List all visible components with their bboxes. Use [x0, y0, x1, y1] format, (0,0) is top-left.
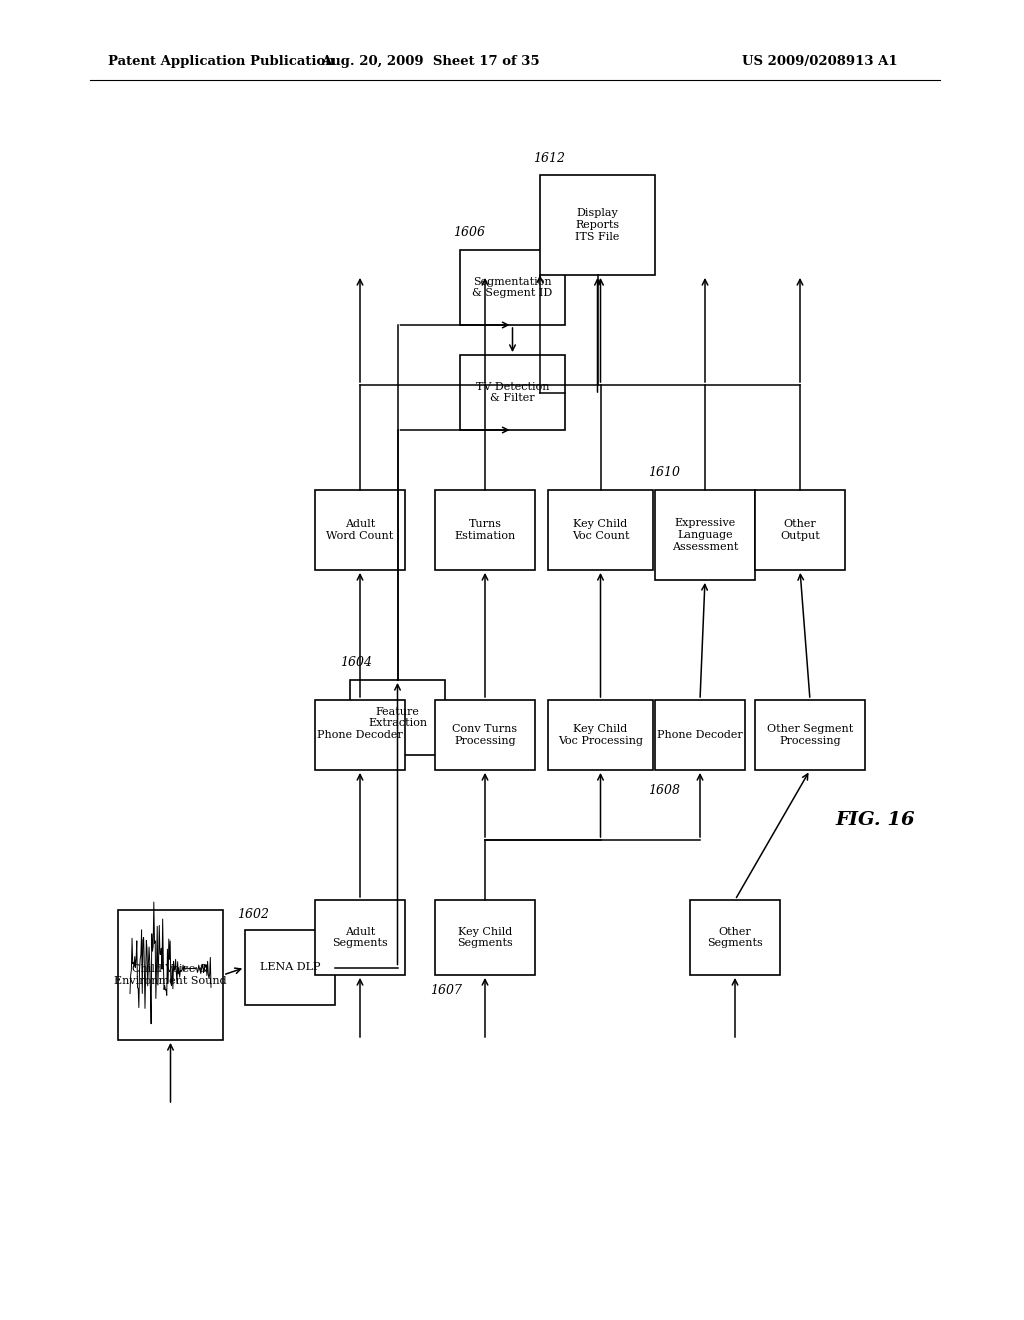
Text: Key Child
Voc Count: Key Child Voc Count	[571, 519, 630, 541]
Text: Other
Segments: Other Segments	[708, 927, 763, 948]
Text: TV Detection
& Filter: TV Detection & Filter	[476, 381, 549, 404]
Text: Conv Turns
Processing: Conv Turns Processing	[453, 725, 517, 746]
Text: Other
Output: Other Output	[780, 519, 820, 541]
Text: Adult
Segments: Adult Segments	[332, 927, 388, 948]
Text: Phone Decoder: Phone Decoder	[317, 730, 402, 741]
Bar	[350, 680, 445, 755]
Bar	[435, 490, 535, 570]
Bar	[118, 909, 223, 1040]
Text: Segmentation
& Segment ID: Segmentation & Segment ID	[472, 277, 553, 298]
Bar	[435, 700, 535, 770]
Bar	[655, 490, 755, 579]
Bar	[540, 176, 655, 275]
Text: Child Voice &
Environment Sound: Child Voice & Environment Sound	[115, 964, 226, 986]
Bar	[435, 900, 535, 975]
Text: Adult
Word Count: Adult Word Count	[327, 519, 393, 541]
Text: 1602: 1602	[237, 908, 269, 921]
Text: Expressive
Language
Assessment: Expressive Language Assessment	[672, 519, 738, 552]
Bar	[690, 900, 780, 975]
Bar	[755, 490, 845, 570]
Bar	[315, 490, 406, 570]
Text: Key Child
Segments: Key Child Segments	[457, 927, 513, 948]
Text: 1606: 1606	[453, 227, 485, 239]
Bar	[245, 931, 335, 1005]
Bar	[315, 700, 406, 770]
Text: FIG. 16: FIG. 16	[836, 810, 914, 829]
Bar	[460, 355, 565, 430]
Text: 1607: 1607	[430, 983, 462, 997]
Text: US 2009/0208913 A1: US 2009/0208913 A1	[742, 55, 898, 69]
Text: Patent Application Publication: Patent Application Publication	[108, 55, 335, 69]
Bar	[315, 900, 406, 975]
Text: Turns
Estimation: Turns Estimation	[455, 519, 516, 541]
Text: 1612: 1612	[534, 152, 565, 165]
Text: 1608: 1608	[648, 784, 680, 796]
Bar	[548, 490, 653, 570]
Text: Feature
Extraction: Feature Extraction	[368, 706, 427, 729]
Text: Phone Decoder: Phone Decoder	[657, 730, 742, 741]
Text: Other Segment
Processing: Other Segment Processing	[767, 725, 853, 746]
Text: 1604: 1604	[340, 656, 372, 669]
Text: LENA DLP: LENA DLP	[260, 962, 321, 973]
Text: Aug. 20, 2009  Sheet 17 of 35: Aug. 20, 2009 Sheet 17 of 35	[321, 55, 540, 69]
Text: 1610: 1610	[648, 466, 680, 479]
Bar	[755, 700, 865, 770]
Text: Display
Reports
ITS File: Display Reports ITS File	[575, 209, 620, 242]
Bar	[460, 249, 565, 325]
Bar	[548, 700, 653, 770]
Bar	[655, 700, 745, 770]
Text: Key Child
Voc Processing: Key Child Voc Processing	[558, 725, 643, 746]
